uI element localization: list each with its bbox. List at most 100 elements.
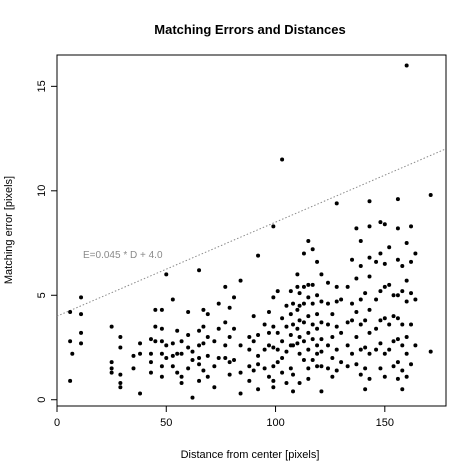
data-point	[413, 297, 418, 302]
data-point	[404, 351, 409, 356]
data-point	[310, 322, 315, 327]
data-point	[238, 370, 243, 375]
data-point	[186, 309, 191, 314]
data-point	[291, 322, 296, 327]
data-point	[131, 366, 136, 371]
data-point	[301, 339, 306, 344]
data-point	[164, 272, 169, 277]
data-point	[400, 343, 405, 348]
data-point	[170, 364, 175, 369]
data-point	[325, 280, 330, 285]
data-point	[238, 343, 243, 348]
data-point	[395, 337, 400, 342]
data-point	[315, 351, 320, 356]
data-point	[391, 339, 396, 344]
y-axis: 0 5 10 15	[36, 80, 57, 403]
data-point	[216, 301, 221, 306]
data-point	[288, 312, 293, 317]
data-point	[297, 291, 302, 296]
data-point	[339, 360, 344, 365]
data-point	[310, 301, 315, 306]
data-point	[179, 339, 184, 344]
data-point	[68, 309, 73, 314]
data-point	[280, 316, 285, 321]
data-point	[315, 293, 320, 298]
data-point	[280, 355, 285, 360]
data-point	[205, 374, 210, 379]
data-point	[354, 335, 359, 340]
data-point	[413, 251, 418, 256]
data-point	[288, 289, 293, 294]
data-point	[306, 314, 311, 319]
data-point	[315, 259, 320, 264]
data-point	[400, 387, 405, 392]
data-point	[266, 343, 271, 348]
data-point	[70, 351, 75, 356]
data-point	[251, 368, 256, 373]
y-tick-label: 15	[36, 80, 48, 92]
data-point	[295, 272, 300, 277]
data-point	[382, 351, 387, 356]
data-point	[400, 368, 405, 373]
data-point	[79, 341, 84, 346]
data-point	[153, 307, 158, 312]
data-point	[295, 341, 300, 346]
data-point	[378, 318, 383, 323]
data-point	[266, 309, 271, 314]
data-point	[216, 326, 221, 331]
data-point	[334, 201, 339, 206]
data-point	[271, 324, 276, 329]
data-point	[284, 324, 289, 329]
data-point	[339, 297, 344, 302]
data-point	[159, 351, 164, 356]
data-point	[138, 391, 143, 396]
data-point	[291, 372, 296, 377]
data-point	[79, 312, 84, 317]
data-point	[354, 226, 359, 231]
data-point	[232, 326, 237, 331]
data-point	[159, 326, 164, 331]
data-point	[319, 337, 324, 342]
data-point	[297, 381, 302, 386]
data-point	[339, 330, 344, 335]
data-point	[148, 337, 153, 342]
data-point	[275, 330, 280, 335]
data-point	[310, 247, 315, 252]
data-point	[164, 355, 169, 360]
data-point	[280, 339, 285, 344]
data-point	[295, 284, 300, 289]
data-point	[367, 274, 372, 279]
data-point	[109, 370, 114, 375]
data-point	[325, 366, 330, 371]
data-point	[378, 251, 383, 256]
data-point	[212, 364, 217, 369]
data-point	[306, 366, 311, 371]
data-point	[118, 345, 123, 350]
data-point	[212, 385, 217, 390]
data-point	[306, 282, 311, 287]
data-point	[288, 366, 293, 371]
data-point	[262, 322, 267, 327]
data-point	[391, 314, 396, 319]
data-point	[395, 197, 400, 202]
data-point	[159, 364, 164, 369]
data-point	[247, 347, 252, 352]
data-point	[301, 251, 306, 256]
data-point	[275, 360, 280, 365]
data-point	[197, 378, 202, 383]
data-point	[297, 318, 302, 323]
data-point	[175, 328, 180, 333]
data-point	[138, 341, 143, 346]
data-point	[291, 389, 296, 394]
data-point	[148, 351, 153, 356]
data-point	[186, 345, 191, 350]
data-point	[227, 305, 232, 310]
data-point	[378, 289, 383, 294]
data-point	[387, 322, 392, 327]
data-point	[367, 376, 372, 381]
data-point	[118, 372, 123, 377]
data-point	[330, 312, 335, 317]
data-point	[275, 289, 280, 294]
data-point	[334, 324, 339, 329]
data-point	[266, 374, 271, 379]
